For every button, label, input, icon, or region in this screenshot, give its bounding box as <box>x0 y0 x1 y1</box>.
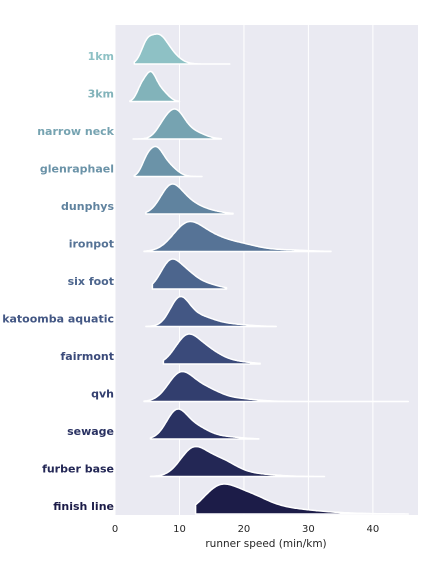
row-label: 3km <box>88 88 114 101</box>
row-labels: 1km 3km narrow neck glenraphael dunphys ironp… <box>2 50 114 513</box>
row-label: qvh <box>91 388 114 401</box>
ridge-dunphys <box>145 183 234 215</box>
row-label: sewage <box>67 425 114 438</box>
ridge-narrow-neck <box>132 108 223 140</box>
row-label: glenraphael <box>40 163 114 176</box>
x-axis-label: runner speed (min/km) <box>205 538 326 550</box>
row-label: narrow neck <box>37 125 114 138</box>
ridge-qvh <box>143 370 410 403</box>
ridge-fairmont <box>162 333 261 365</box>
ridge-3km <box>129 70 181 103</box>
ridge-1km <box>133 33 231 65</box>
ridge-six-foot <box>151 258 228 290</box>
ridges <box>129 33 410 515</box>
x-tick-label: 40 <box>367 524 380 535</box>
row-label: finish line <box>53 500 114 513</box>
x-tick-label: 0 <box>112 524 118 535</box>
row-label: furber base <box>42 463 114 476</box>
ridge-ironpot <box>143 220 332 253</box>
x-tick-label: 20 <box>238 524 251 535</box>
ridge-glenraphael <box>133 145 203 178</box>
x-tick-labels: 0 10 20 30 40 <box>112 524 379 535</box>
row-label: fairmont <box>60 350 114 363</box>
x-tick-label: 10 <box>173 524 186 535</box>
ridge-finish-line <box>194 483 410 515</box>
row-label: dunphys <box>61 200 114 213</box>
ridge-furber-base <box>149 445 326 478</box>
row-label: 1km <box>88 50 114 63</box>
ridge-sewage <box>149 408 260 440</box>
row-label: six foot <box>68 275 114 288</box>
ridge-katoomba-aquatic <box>145 295 277 328</box>
row-label: ironpot <box>69 238 114 251</box>
x-tick-label: 30 <box>302 524 315 535</box>
row-label: katoomba aquatic <box>2 313 114 326</box>
